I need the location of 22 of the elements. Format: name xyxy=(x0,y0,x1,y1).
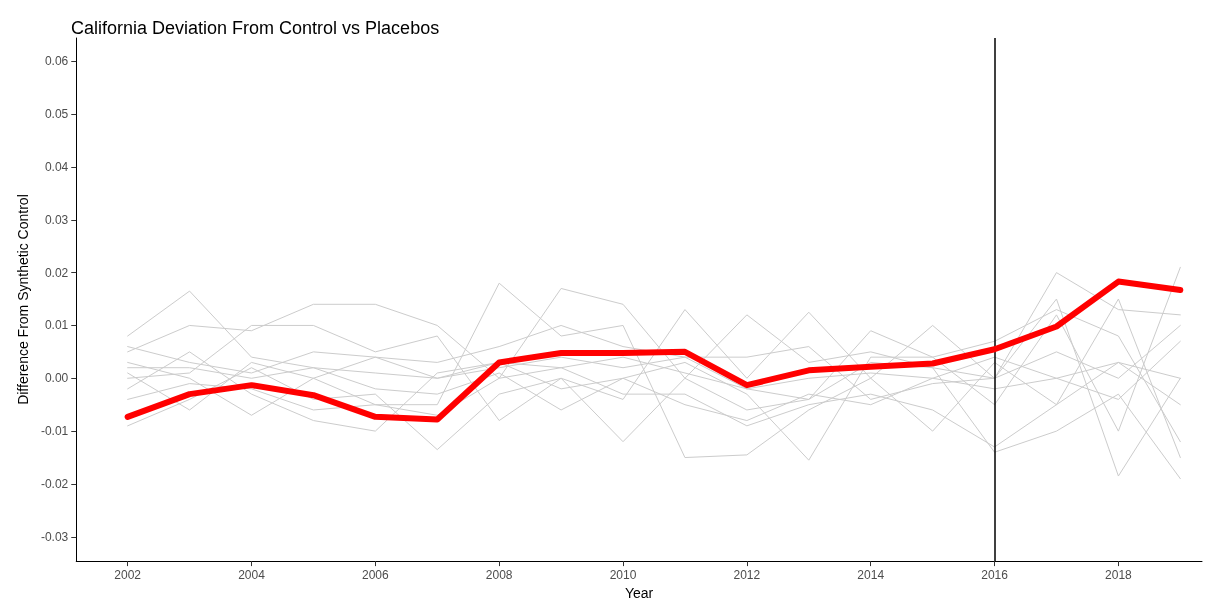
x-tick-label: 2006 xyxy=(361,568,390,583)
y-tick-label: 0.02 xyxy=(44,265,69,280)
x-tick-label: 2010 xyxy=(609,568,637,583)
x-tick-label: 2012 xyxy=(733,568,761,583)
x-tick-label: 2008 xyxy=(485,568,513,583)
x-tick-label: 2002 xyxy=(114,568,142,583)
y-tick-label: -0.01 xyxy=(40,424,69,439)
y-tick-label: 0.03 xyxy=(44,212,69,227)
y-tick-label: 0.00 xyxy=(44,371,69,386)
y-tick-label: -0.02 xyxy=(40,476,69,491)
x-axis-title: Year xyxy=(624,585,654,601)
y-tick-label: 0.06 xyxy=(44,54,69,69)
x-tick-label: 2016 xyxy=(981,568,1009,583)
chart-title: California Deviation From Control vs Placebos xyxy=(71,18,440,38)
x-tick-label: 2014 xyxy=(857,568,885,583)
y-tick-label: 0.04 xyxy=(44,159,69,174)
x-tick-label: 2018 xyxy=(1105,568,1133,583)
y-tick-label: 0.05 xyxy=(44,107,69,122)
y-tick-label: 0.01 xyxy=(44,318,69,333)
y-axis-title: Difference From Synthetic Control xyxy=(15,194,31,405)
x-tick-label: 2004 xyxy=(238,568,266,583)
y-tick-label: -0.03 xyxy=(40,529,69,544)
